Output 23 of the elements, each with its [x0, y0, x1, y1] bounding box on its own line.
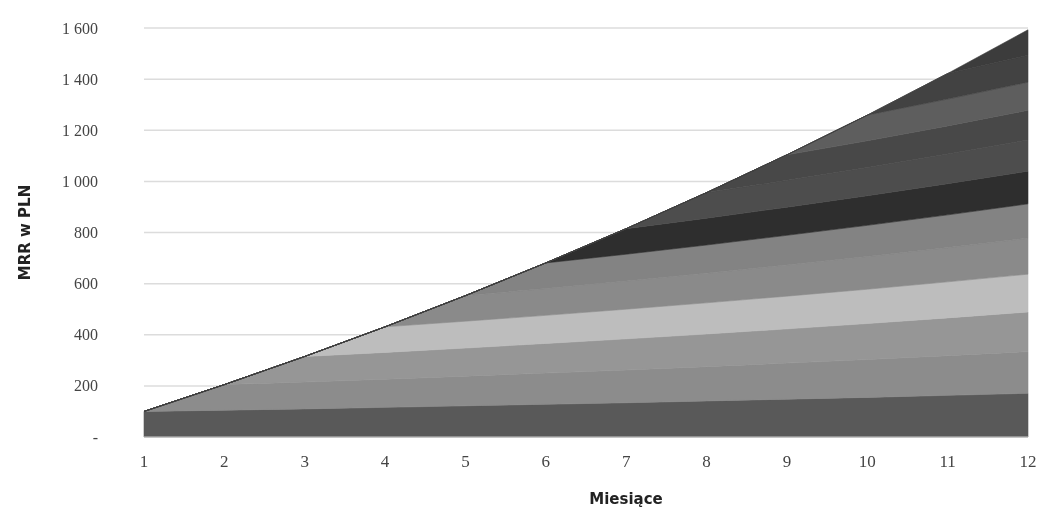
x-tick-label: 1	[139, 452, 149, 471]
x-tick-label: 11	[939, 452, 956, 471]
x-tick-label: 7	[621, 452, 631, 471]
y-tick-label: 800	[74, 224, 98, 242]
y-tick-label: 1 600	[62, 19, 98, 37]
y-tick-label: 200	[74, 377, 98, 395]
y-tick-label: 1 400	[62, 70, 98, 88]
x-tick-label: 9	[782, 452, 792, 471]
x-tick-label: 10	[858, 452, 876, 471]
y-tick-label: 1 200	[62, 121, 98, 139]
x-tick-label: 2	[220, 452, 229, 471]
y-tick-label: -	[92, 428, 98, 446]
x-tick-label: 6	[541, 452, 551, 471]
x-axis-title: Miesiące	[589, 490, 663, 508]
y-tick-label: 1 000	[62, 172, 98, 190]
y-axis-title: MRR w PLN	[16, 184, 34, 281]
x-tick-label: 3	[300, 452, 309, 471]
x-tick-label: 12	[1019, 452, 1037, 471]
y-tick-label: 600	[74, 275, 98, 293]
x-tick-label: 4	[380, 452, 390, 471]
x-tick-label: 8	[702, 452, 711, 471]
y-tick-label: 400	[74, 326, 98, 344]
x-tick-label: 5	[461, 452, 470, 471]
